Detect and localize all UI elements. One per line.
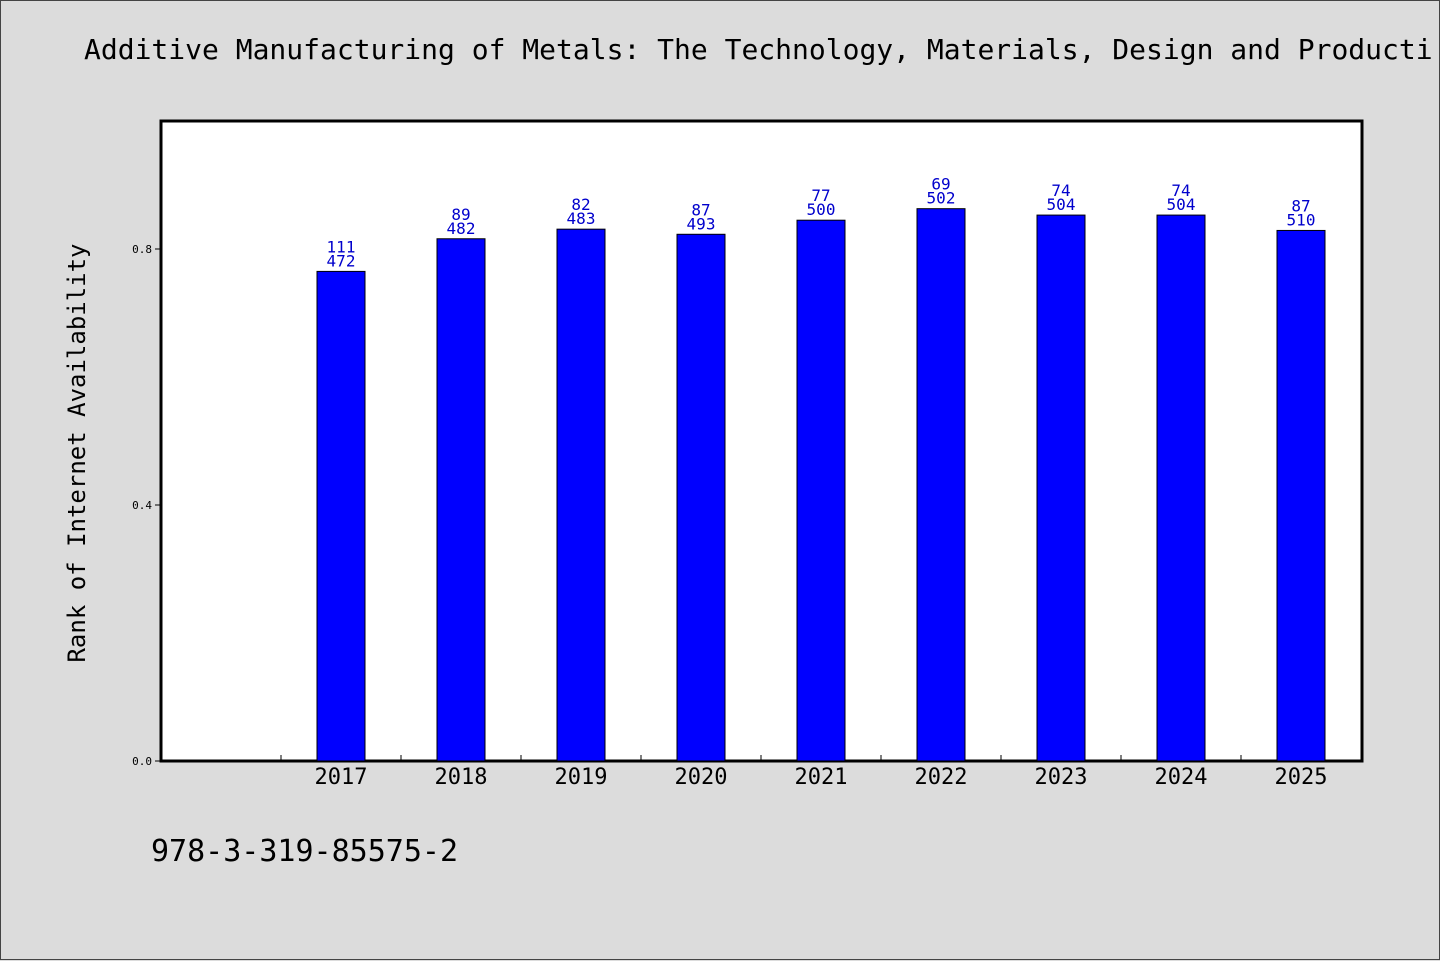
bar-2021 <box>796 219 846 762</box>
data-label-top-2017: 111 <box>327 237 356 256</box>
data-label-top-2025: 87 <box>1291 196 1310 215</box>
data-label-bottom-2022: 502 <box>927 189 956 208</box>
data-label-bottom-2020: 493 <box>687 214 716 233</box>
chart-title: Additive Manufacturing of Metals: The Te… <box>84 33 1433 66</box>
x-axis: 2017 2018 2019 2020 2021 2022 2023 2024 2025 <box>280 755 1328 790</box>
bars-group <box>316 208 1326 762</box>
data-label-top-2018: 89 <box>451 205 470 224</box>
bar-2025 <box>1276 229 1326 762</box>
data-label-top-2022: 69 <box>931 175 950 194</box>
bar-2019 <box>556 228 606 762</box>
data-label-top-2021: 77 <box>811 186 830 205</box>
bar-2022 <box>916 208 966 762</box>
data-label-bottom-2021: 500 <box>807 200 836 219</box>
bar-2020 <box>676 233 726 762</box>
data-label-top-2024: 74 <box>1171 181 1190 200</box>
data-label-bottom-2025: 510 <box>1287 210 1316 229</box>
data-label-top-2023: 74 <box>1051 181 1070 200</box>
data-label-bottom-2023: 504 <box>1047 195 1076 214</box>
data-label-top-2019: 82 <box>571 195 590 214</box>
data-label-bottom-2019: 483 <box>567 209 596 228</box>
y-tick-label-0.8: 0.8 <box>132 243 152 256</box>
bar-2018 <box>436 238 486 762</box>
y-axis-label: Rank of Internet Availability <box>63 243 91 662</box>
data-label-bottom-2024: 504 <box>1167 195 1196 214</box>
x-tick-label-2021: 2021 <box>795 765 848 790</box>
isbn-label: 978-3-319-85575-2 <box>151 834 459 869</box>
data-label-bottom-2017: 472 <box>327 251 356 270</box>
x-tick-label-2022: 2022 <box>915 765 968 790</box>
x-tick-label-2025: 2025 <box>1275 765 1328 790</box>
bar-2017 <box>316 270 366 762</box>
x-tick-label-2024: 2024 <box>1155 765 1208 790</box>
x-tick-label-2019: 2019 <box>555 765 608 790</box>
x-tick-label-2017: 2017 <box>315 765 368 790</box>
bar-2024 <box>1156 214 1206 762</box>
bar-2023 <box>1036 214 1086 762</box>
data-label-top-2020: 87 <box>691 200 710 219</box>
y-tick-label-0.0: 0.0 <box>132 755 152 768</box>
y-tick-label-0.4: 0.4 <box>132 499 152 512</box>
x-tick-label-2018: 2018 <box>435 765 488 790</box>
x-tick-label-2023: 2023 <box>1035 765 1088 790</box>
y-axis: 0.0 0.4 0.8 <box>132 243 161 768</box>
x-tick-label-2020: 2020 <box>675 765 728 790</box>
data-label-bottom-2018: 482 <box>447 219 476 238</box>
